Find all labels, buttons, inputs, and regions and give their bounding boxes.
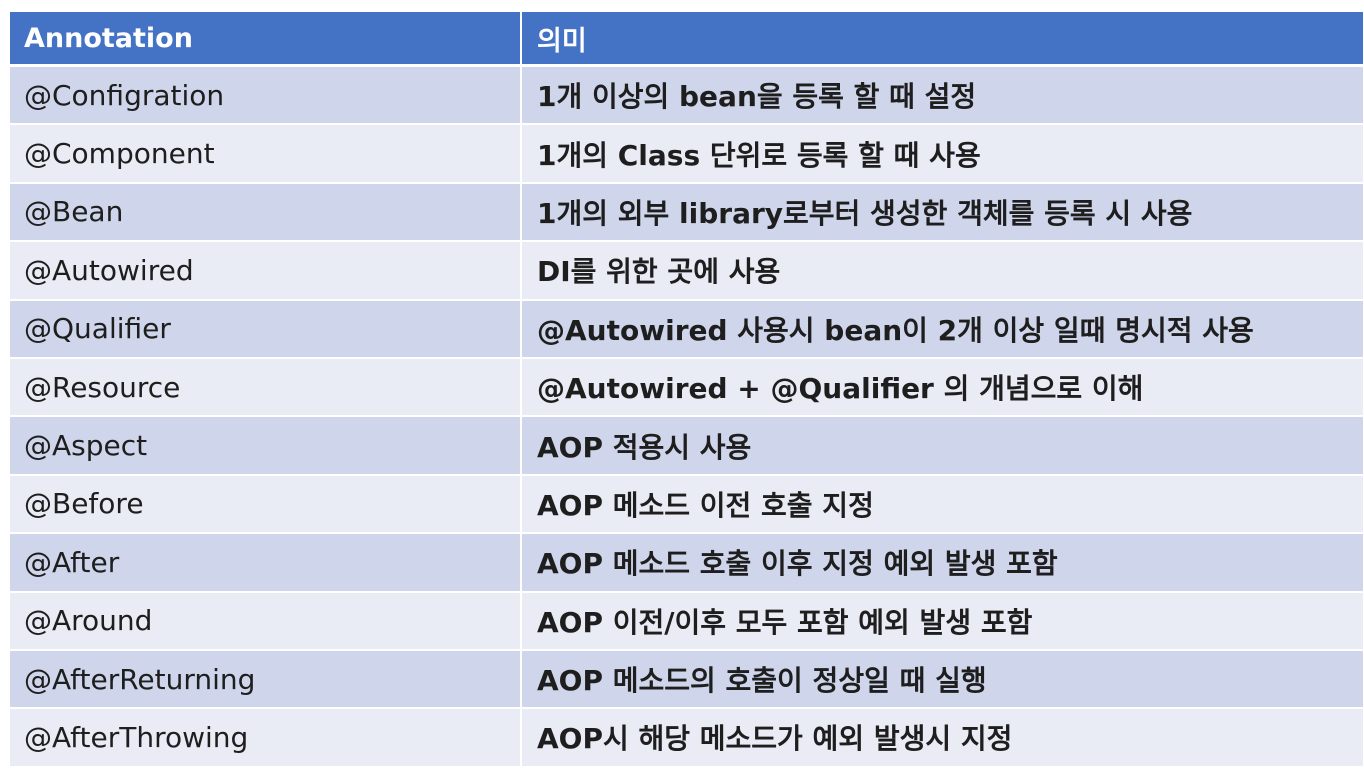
annotation-table-container: Annotation 의미 @Configration 1개 이상의 bean을… xyxy=(10,12,1363,768)
meaning-cell: @Autowired 사용시 bean이 2개 이상 일때 명시적 사용 xyxy=(520,300,1363,359)
meaning-cell: DI를 위한 곳에 사용 xyxy=(520,242,1363,301)
table-row: @Component 1개의 Class 단위로 등록 할 때 사용 xyxy=(10,125,1363,184)
annotation-cell: @AfterThrowing xyxy=(10,709,520,768)
meaning-cell: AOP 메소드의 호출이 정상일 때 실행 xyxy=(520,650,1363,710)
meaning-cell: 1개 이상의 bean을 등록 할 때 설정 xyxy=(520,67,1363,126)
annotation-cell: @Before xyxy=(10,475,520,535)
annotation-cell: @Around xyxy=(10,592,520,651)
annotation-cell: @AfterReturning xyxy=(10,650,520,710)
annotation-cell: @Autowired xyxy=(10,242,520,301)
table-row: @Before AOP 메소드 이전 호출 지정 xyxy=(10,475,1363,535)
table-row: @Resource @Autowired + @Qualifier 의 개념으로… xyxy=(10,358,1363,418)
annotation-cell: @Component xyxy=(10,125,520,184)
header-row: Annotation 의미 xyxy=(10,12,1363,67)
meaning-cell: @Autowired + @Qualifier 의 개념으로 이해 xyxy=(520,358,1363,418)
annotation-cell: @Qualifier xyxy=(10,300,520,359)
annotation-cell: @Resource xyxy=(10,358,520,418)
table-row: @Autowired DI를 위한 곳에 사용 xyxy=(10,242,1363,301)
annotation-cell: @Bean xyxy=(10,183,520,243)
meaning-cell: AOP시 해당 메소드가 예외 발생시 지정 xyxy=(520,709,1363,768)
meaning-cell: 1개의 외부 library로부터 생성한 객체를 등록 시 사용 xyxy=(520,183,1363,243)
table-row: @Aspect AOP 적용시 사용 xyxy=(10,417,1363,476)
table-row: @AfterThrowing AOP시 해당 메소드가 예외 발생시 지정 xyxy=(10,709,1363,768)
meaning-cell: AOP 이전/이후 모두 포함 예외 발생 포함 xyxy=(520,592,1363,651)
meaning-cell: 1개의 Class 단위로 등록 할 때 사용 xyxy=(520,125,1363,184)
table-header: Annotation 의미 xyxy=(10,12,1363,67)
annotation-cell: @Aspect xyxy=(10,417,520,476)
header-meaning: 의미 xyxy=(520,12,1363,67)
table-row: @Qualifier @Autowired 사용시 bean이 2개 이상 일때… xyxy=(10,300,1363,359)
meaning-cell: AOP 적용시 사용 xyxy=(520,417,1363,476)
annotation-cell: @After xyxy=(10,534,520,593)
header-annotation: Annotation xyxy=(10,12,520,67)
table-row: @Configration 1개 이상의 bean을 등록 할 때 설정 xyxy=(10,67,1363,126)
table-row: @AfterReturning AOP 메소드의 호출이 정상일 때 실행 xyxy=(10,650,1363,710)
annotation-table: Annotation 의미 @Configration 1개 이상의 bean을… xyxy=(10,12,1363,768)
table-body: @Configration 1개 이상의 bean을 등록 할 때 설정 @Co… xyxy=(10,67,1363,768)
table-row: @Around AOP 이전/이후 모두 포함 예외 발생 포함 xyxy=(10,592,1363,651)
table-row: @Bean 1개의 외부 library로부터 생성한 객체를 등록 시 사용 xyxy=(10,183,1363,243)
table-row: @After AOP 메소드 호출 이후 지정 예외 발생 포함 xyxy=(10,534,1363,593)
meaning-cell: AOP 메소드 호출 이후 지정 예외 발생 포함 xyxy=(520,534,1363,593)
meaning-cell: AOP 메소드 이전 호출 지정 xyxy=(520,475,1363,535)
annotation-cell: @Configration xyxy=(10,67,520,126)
